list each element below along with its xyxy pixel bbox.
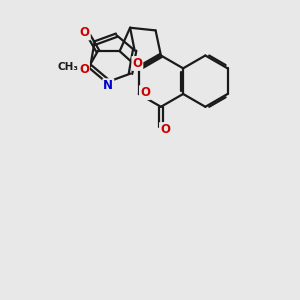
Text: O: O: [80, 26, 90, 39]
Text: O: O: [132, 57, 142, 70]
Text: O: O: [79, 63, 89, 76]
Text: O: O: [160, 123, 170, 136]
Text: CH₃: CH₃: [58, 62, 79, 72]
Text: N: N: [103, 79, 113, 92]
Text: O: O: [140, 86, 150, 99]
